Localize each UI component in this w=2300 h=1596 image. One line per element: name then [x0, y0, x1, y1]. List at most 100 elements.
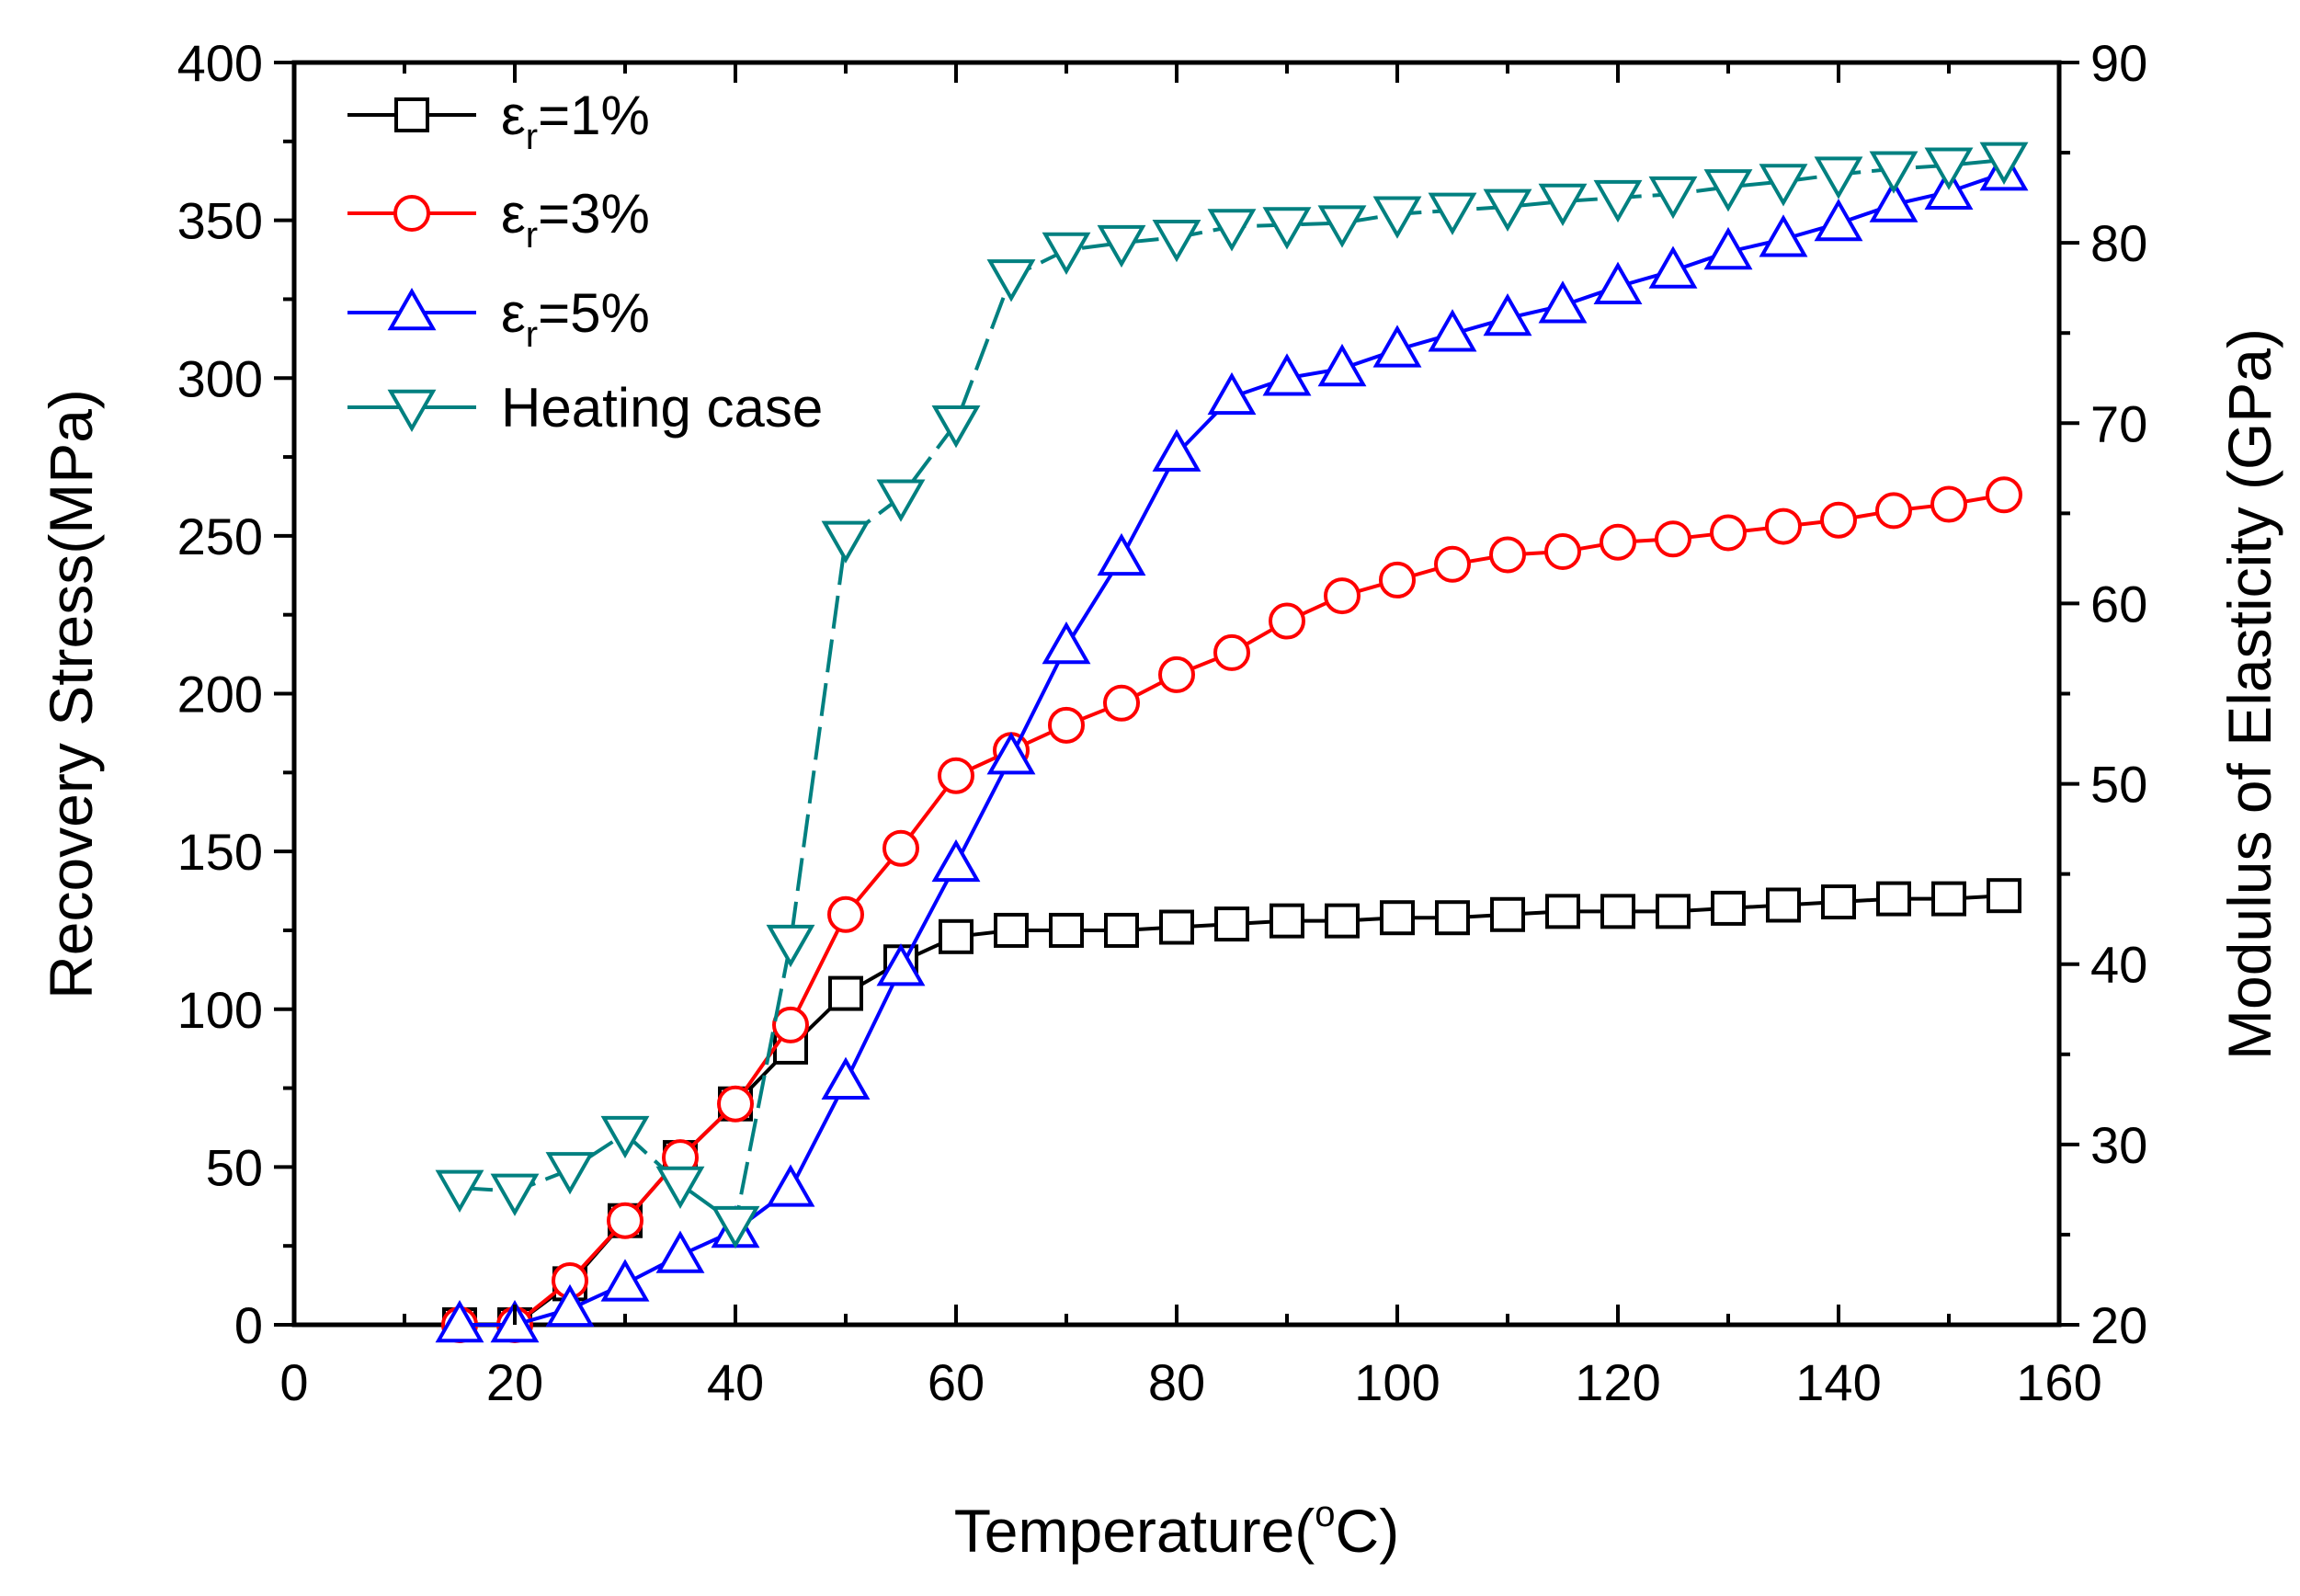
- legend-marker: [393, 195, 430, 232]
- data-point: [1434, 545, 1471, 583]
- legend-entry: εr=3%: [347, 183, 650, 256]
- data-point: [1710, 514, 1747, 552]
- data-point: [1270, 903, 1304, 939]
- y2-tick-label: 20: [2090, 1296, 2147, 1354]
- y2-tick-label: 70: [2090, 394, 2147, 452]
- data-point: [1869, 179, 1919, 222]
- data-point: [1655, 520, 1691, 558]
- legend-entry: εr=5%: [347, 282, 650, 355]
- data-point: [931, 405, 981, 449]
- data-point: [1317, 343, 1367, 387]
- y2-axis-title: Modulus of Elasticity (GPa): [2215, 328, 2283, 1060]
- data-point: [1930, 485, 1967, 523]
- x-tick-label: 140: [1795, 1353, 1881, 1411]
- data-point: [717, 1085, 754, 1123]
- data-point: [435, 1299, 484, 1343]
- x-tick-label: 160: [2016, 1353, 2101, 1411]
- data-point: [1483, 293, 1532, 336]
- data-point: [1648, 176, 1698, 220]
- data-point: [607, 1202, 643, 1239]
- x-tick-label: 60: [928, 1353, 985, 1411]
- legend-marker: [387, 389, 437, 433]
- data-point: [1324, 577, 1361, 615]
- data-point: [545, 1152, 595, 1195]
- data-point: [1490, 896, 1525, 932]
- y-axis-title: Recovery Stress(MPa): [37, 389, 105, 999]
- data-point: [1814, 156, 1863, 200]
- data-point: [931, 838, 981, 883]
- data-point: [1987, 878, 2021, 914]
- data-point: [1262, 207, 1312, 250]
- data-point: [772, 1006, 809, 1043]
- data-point: [1544, 533, 1581, 571]
- axes-layer: 0 20 40 60 80 100 120 140 160 0 50 100 150 200 250 300 3…: [177, 34, 2148, 1411]
- data-point: [600, 1115, 650, 1159]
- data-point: [1214, 906, 1249, 942]
- data-point: [1869, 151, 1919, 194]
- legend-label: εr=1%: [501, 85, 650, 157]
- data-point: [1042, 232, 1091, 276]
- data-point: [1538, 183, 1588, 227]
- y2-tick-label: 50: [2090, 756, 2147, 814]
- series-heating-case: [435, 142, 2029, 1249]
- data-point: [1380, 900, 1415, 936]
- data-point: [1213, 633, 1250, 671]
- y-tick-label: 300: [177, 349, 263, 407]
- data-point: [1483, 188, 1532, 232]
- data-point: [986, 732, 1036, 775]
- data-point: [1159, 909, 1194, 945]
- x-tick-label: 100: [1354, 1353, 1440, 1411]
- data-point: [882, 829, 919, 867]
- data-point: [1428, 309, 1477, 352]
- data-point: [1103, 684, 1140, 722]
- x-tick-label: 120: [1575, 1353, 1660, 1411]
- data-point: [1097, 532, 1146, 576]
- y2-tick-label: 40: [2090, 936, 2147, 994]
- data-point: [1049, 912, 1084, 948]
- data-point: [600, 1259, 650, 1302]
- y-tick-label: 250: [177, 507, 263, 565]
- x-tick-label: 0: [279, 1353, 308, 1411]
- data-point: [545, 1283, 595, 1328]
- data-point: [1593, 179, 1643, 223]
- y-tick-label: 200: [177, 666, 263, 724]
- data-point: [1703, 169, 1753, 212]
- data-point: [1158, 656, 1195, 693]
- data-point: [828, 975, 863, 1011]
- data-point: [1766, 887, 1801, 923]
- y2-tick-label: 60: [2090, 575, 2147, 633]
- legend-marker: [394, 97, 429, 132]
- data-point: [827, 895, 864, 933]
- data-point: [1042, 621, 1091, 665]
- legend-entry: εr=1%: [347, 85, 650, 157]
- y-tick-label: 100: [177, 981, 263, 1039]
- data-point: [939, 918, 974, 954]
- data-point: [1986, 476, 2022, 514]
- data-point: [938, 757, 974, 794]
- data-point: [655, 1166, 705, 1210]
- data-point: [1379, 561, 1416, 598]
- data-point: [1489, 536, 1526, 574]
- data-point: [1152, 220, 1201, 263]
- data-point: [1656, 894, 1691, 929]
- data-point: [1538, 280, 1588, 324]
- x-tick-label: 80: [1148, 1353, 1205, 1411]
- legend-label: εr=5%: [501, 282, 650, 355]
- data-point: [766, 924, 815, 968]
- data-point: [1048, 706, 1085, 744]
- data-point: [1876, 881, 1911, 917]
- data-point: [1759, 164, 1808, 207]
- legend-label: Heating case: [501, 377, 823, 439]
- data-point: [766, 1164, 815, 1207]
- y2-tick-label: 80: [2090, 214, 2147, 272]
- y-tick-label: 400: [177, 34, 263, 92]
- legend: εr=1% εr=3% εr=5% Heating case: [347, 85, 823, 439]
- y-tick-label: 50: [206, 1138, 263, 1196]
- data-point: [1262, 353, 1312, 396]
- data-point: [1152, 428, 1201, 472]
- y-tick-label: 0: [234, 1296, 263, 1354]
- data-point: [1924, 147, 1974, 190]
- data-point: [1814, 199, 1863, 242]
- data-point: [655, 1230, 705, 1273]
